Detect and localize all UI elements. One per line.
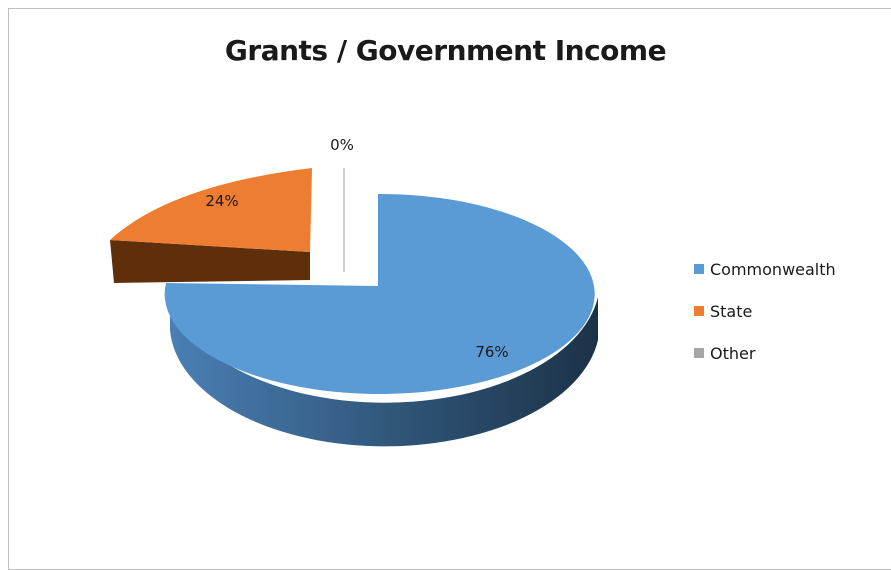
chart-title: Grants / Government Income bbox=[224, 34, 667, 67]
data-label-state: 24% bbox=[205, 192, 238, 210]
data-label-other: 0% bbox=[330, 136, 354, 154]
pie-slice-commonwealth bbox=[164, 193, 595, 394]
data-label-commonwealth: 76% bbox=[475, 343, 508, 361]
legend-item-state: State bbox=[694, 300, 836, 322]
pie-slice-state bbox=[110, 168, 312, 252]
pie-slice-commonwealth-side bbox=[170, 284, 598, 447]
legend-swatch-commonwealth bbox=[694, 264, 704, 274]
pie-chart: 76% 24% 0% bbox=[110, 136, 598, 447]
legend-label-state: State bbox=[710, 301, 753, 321]
pie-slice-state-side bbox=[110, 240, 310, 283]
legend-item-commonwealth: Commonwealth bbox=[694, 258, 836, 280]
legend-label-commonwealth: Commonwealth bbox=[710, 259, 836, 279]
legend-label-other: Other bbox=[710, 343, 756, 363]
legend-swatch-other bbox=[694, 348, 704, 358]
legend-swatch-state bbox=[694, 306, 704, 316]
legend-item-other: Other bbox=[694, 342, 836, 364]
chart-legend: Commonwealth State Other bbox=[694, 258, 836, 384]
